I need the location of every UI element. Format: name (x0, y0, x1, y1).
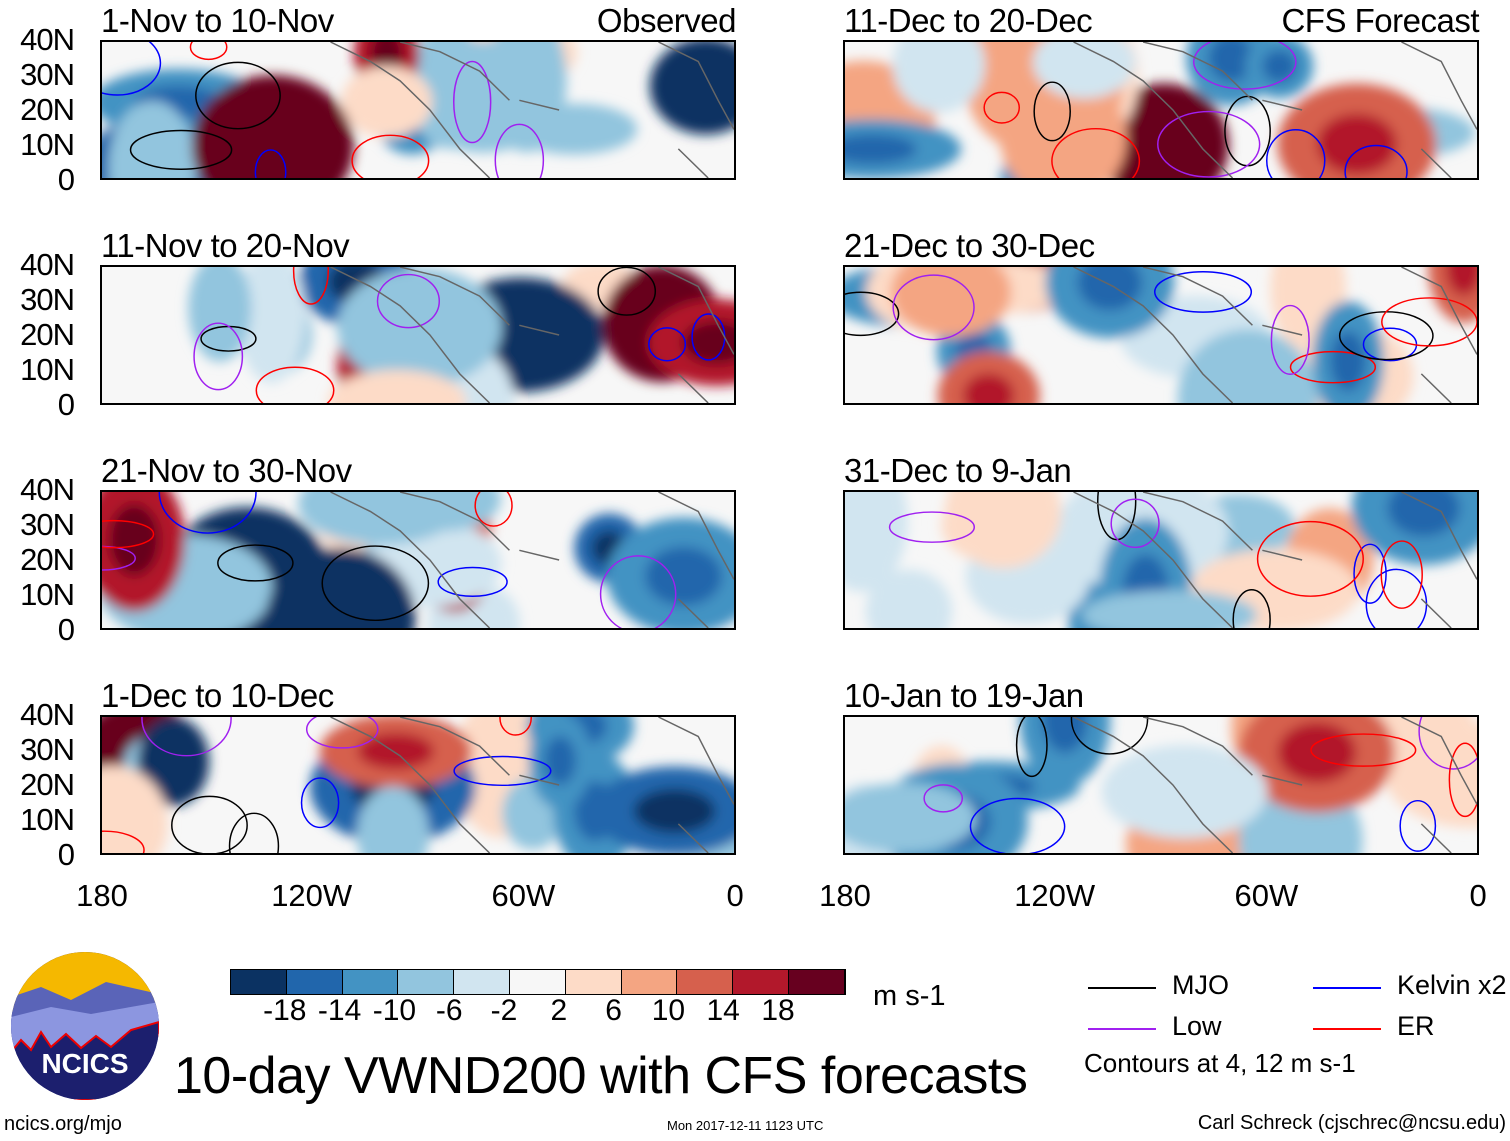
footer-author: Carl Schreck (cjschrec@ncsu.edu) (1197, 1112, 1506, 1134)
lat-label: 40N (20, 472, 75, 507)
footer-timestamp: Mon 2017-12-11 1123 UTC (667, 1118, 824, 1133)
lat-label: 30N (20, 282, 75, 317)
colorbar-swatch (342, 970, 399, 994)
panel-title: 1-Dec to 10-Dec (101, 677, 334, 714)
logo-text: NCICS (41, 1048, 129, 1079)
colorbar-swatch (733, 970, 789, 994)
colorbar-swatch (398, 970, 455, 994)
figure-title: 10-day VWND200 with CFS forecasts (174, 1047, 1028, 1105)
colorbar-tick-label: -14 (317, 994, 362, 1027)
observed-label: Observed (596, 2, 737, 39)
colorbar-tick-label: 10 (651, 994, 686, 1027)
colorbar-swatch (286, 970, 343, 994)
colorbar-tick-label: 14 (706, 994, 740, 1027)
lat-label: 0 (57, 387, 75, 422)
colorbar-swatch (677, 970, 734, 994)
panel-title: 11-Dec to 20-Dec (844, 2, 1093, 39)
colorbar-swatch (454, 970, 510, 994)
map-panel (843, 40, 1479, 180)
legend-label: Kelvin x2 (1397, 970, 1507, 1000)
footer-url[interactable]: ncics.org/mjo (4, 1113, 122, 1135)
legend-note: Contours at 4, 12 m s-1 (1084, 1048, 1356, 1078)
colorbar-tick-label: 18 (761, 994, 795, 1027)
map-panel (843, 265, 1479, 405)
forecast-label: CFS Forecast (1281, 2, 1479, 39)
colorbar-swatch (231, 970, 287, 994)
colorbar-tick-label: -10 (372, 994, 417, 1027)
colorbar (230, 969, 846, 995)
lat-label: 10N (20, 577, 75, 612)
map-panel (100, 490, 736, 630)
lon-label: 120W (271, 878, 353, 913)
colorbar-swatch (565, 970, 622, 994)
colorbar-swatch (788, 970, 845, 994)
panel-title: 11-Nov to 20-Nov (101, 227, 350, 264)
lat-label: 30N (20, 57, 75, 92)
panel-title: 10-Jan to 19-Jan (844, 677, 1084, 714)
lat-label: 30N (20, 507, 75, 542)
lon-label: 180 (76, 878, 128, 913)
lat-label: 20N (20, 317, 75, 352)
map-panel (843, 715, 1479, 855)
map-panel (843, 490, 1479, 630)
logo: NCICS (11, 952, 159, 1100)
map-panel (100, 40, 736, 180)
colorbar-swatch (509, 970, 566, 994)
lon-label: 0 (726, 878, 744, 913)
legend-line-kelvin (1313, 987, 1381, 989)
lat-label: 10N (20, 802, 75, 837)
lat-label: 30N (20, 732, 75, 767)
lat-label: 10N (20, 352, 75, 387)
lat-label: 40N (20, 247, 75, 282)
lat-label: 20N (20, 92, 75, 127)
legend-label: ER (1397, 1011, 1435, 1041)
legend-line-low (1088, 1028, 1156, 1030)
lat-label: 0 (57, 837, 75, 872)
lon-label: 180 (819, 878, 871, 913)
lat-label: 0 (57, 612, 75, 647)
lat-label: 0 (57, 162, 75, 197)
panel-title: 21-Nov to 30-Nov (101, 452, 352, 489)
map-panel (100, 715, 736, 855)
lon-label: 120W (1014, 878, 1096, 913)
lon-label: 60W (1234, 878, 1299, 913)
panel-title: 21-Dec to 30-Dec (844, 227, 1095, 264)
panel-title: 31-Dec to 9-Jan (844, 452, 1072, 489)
lon-label: 60W (491, 878, 556, 913)
legend-line-er (1313, 1028, 1381, 1030)
lat-label: 20N (20, 767, 75, 802)
lon-label: 0 (1469, 878, 1487, 913)
legend-label: MJO (1172, 970, 1229, 1000)
colorbar-tick-label: -2 (490, 994, 518, 1027)
map-panel (100, 265, 736, 405)
lat-label: 20N (20, 542, 75, 577)
colorbar-units: m s-1 (873, 980, 946, 1012)
colorbar-tick-label: -6 (435, 994, 463, 1027)
lat-label: 10N (20, 127, 75, 162)
colorbar-tick-label: -18 (263, 994, 307, 1027)
lat-label: 40N (20, 697, 75, 732)
colorbar-tick-label: 6 (605, 994, 622, 1027)
lat-label: 40N (20, 22, 75, 57)
colorbar-swatch (621, 970, 678, 994)
panel-title: 1-Nov to 10-Nov (101, 2, 334, 39)
legend-line-mjo (1088, 987, 1156, 989)
legend-label: Low (1172, 1011, 1222, 1041)
colorbar-tick-label: 2 (550, 994, 568, 1027)
